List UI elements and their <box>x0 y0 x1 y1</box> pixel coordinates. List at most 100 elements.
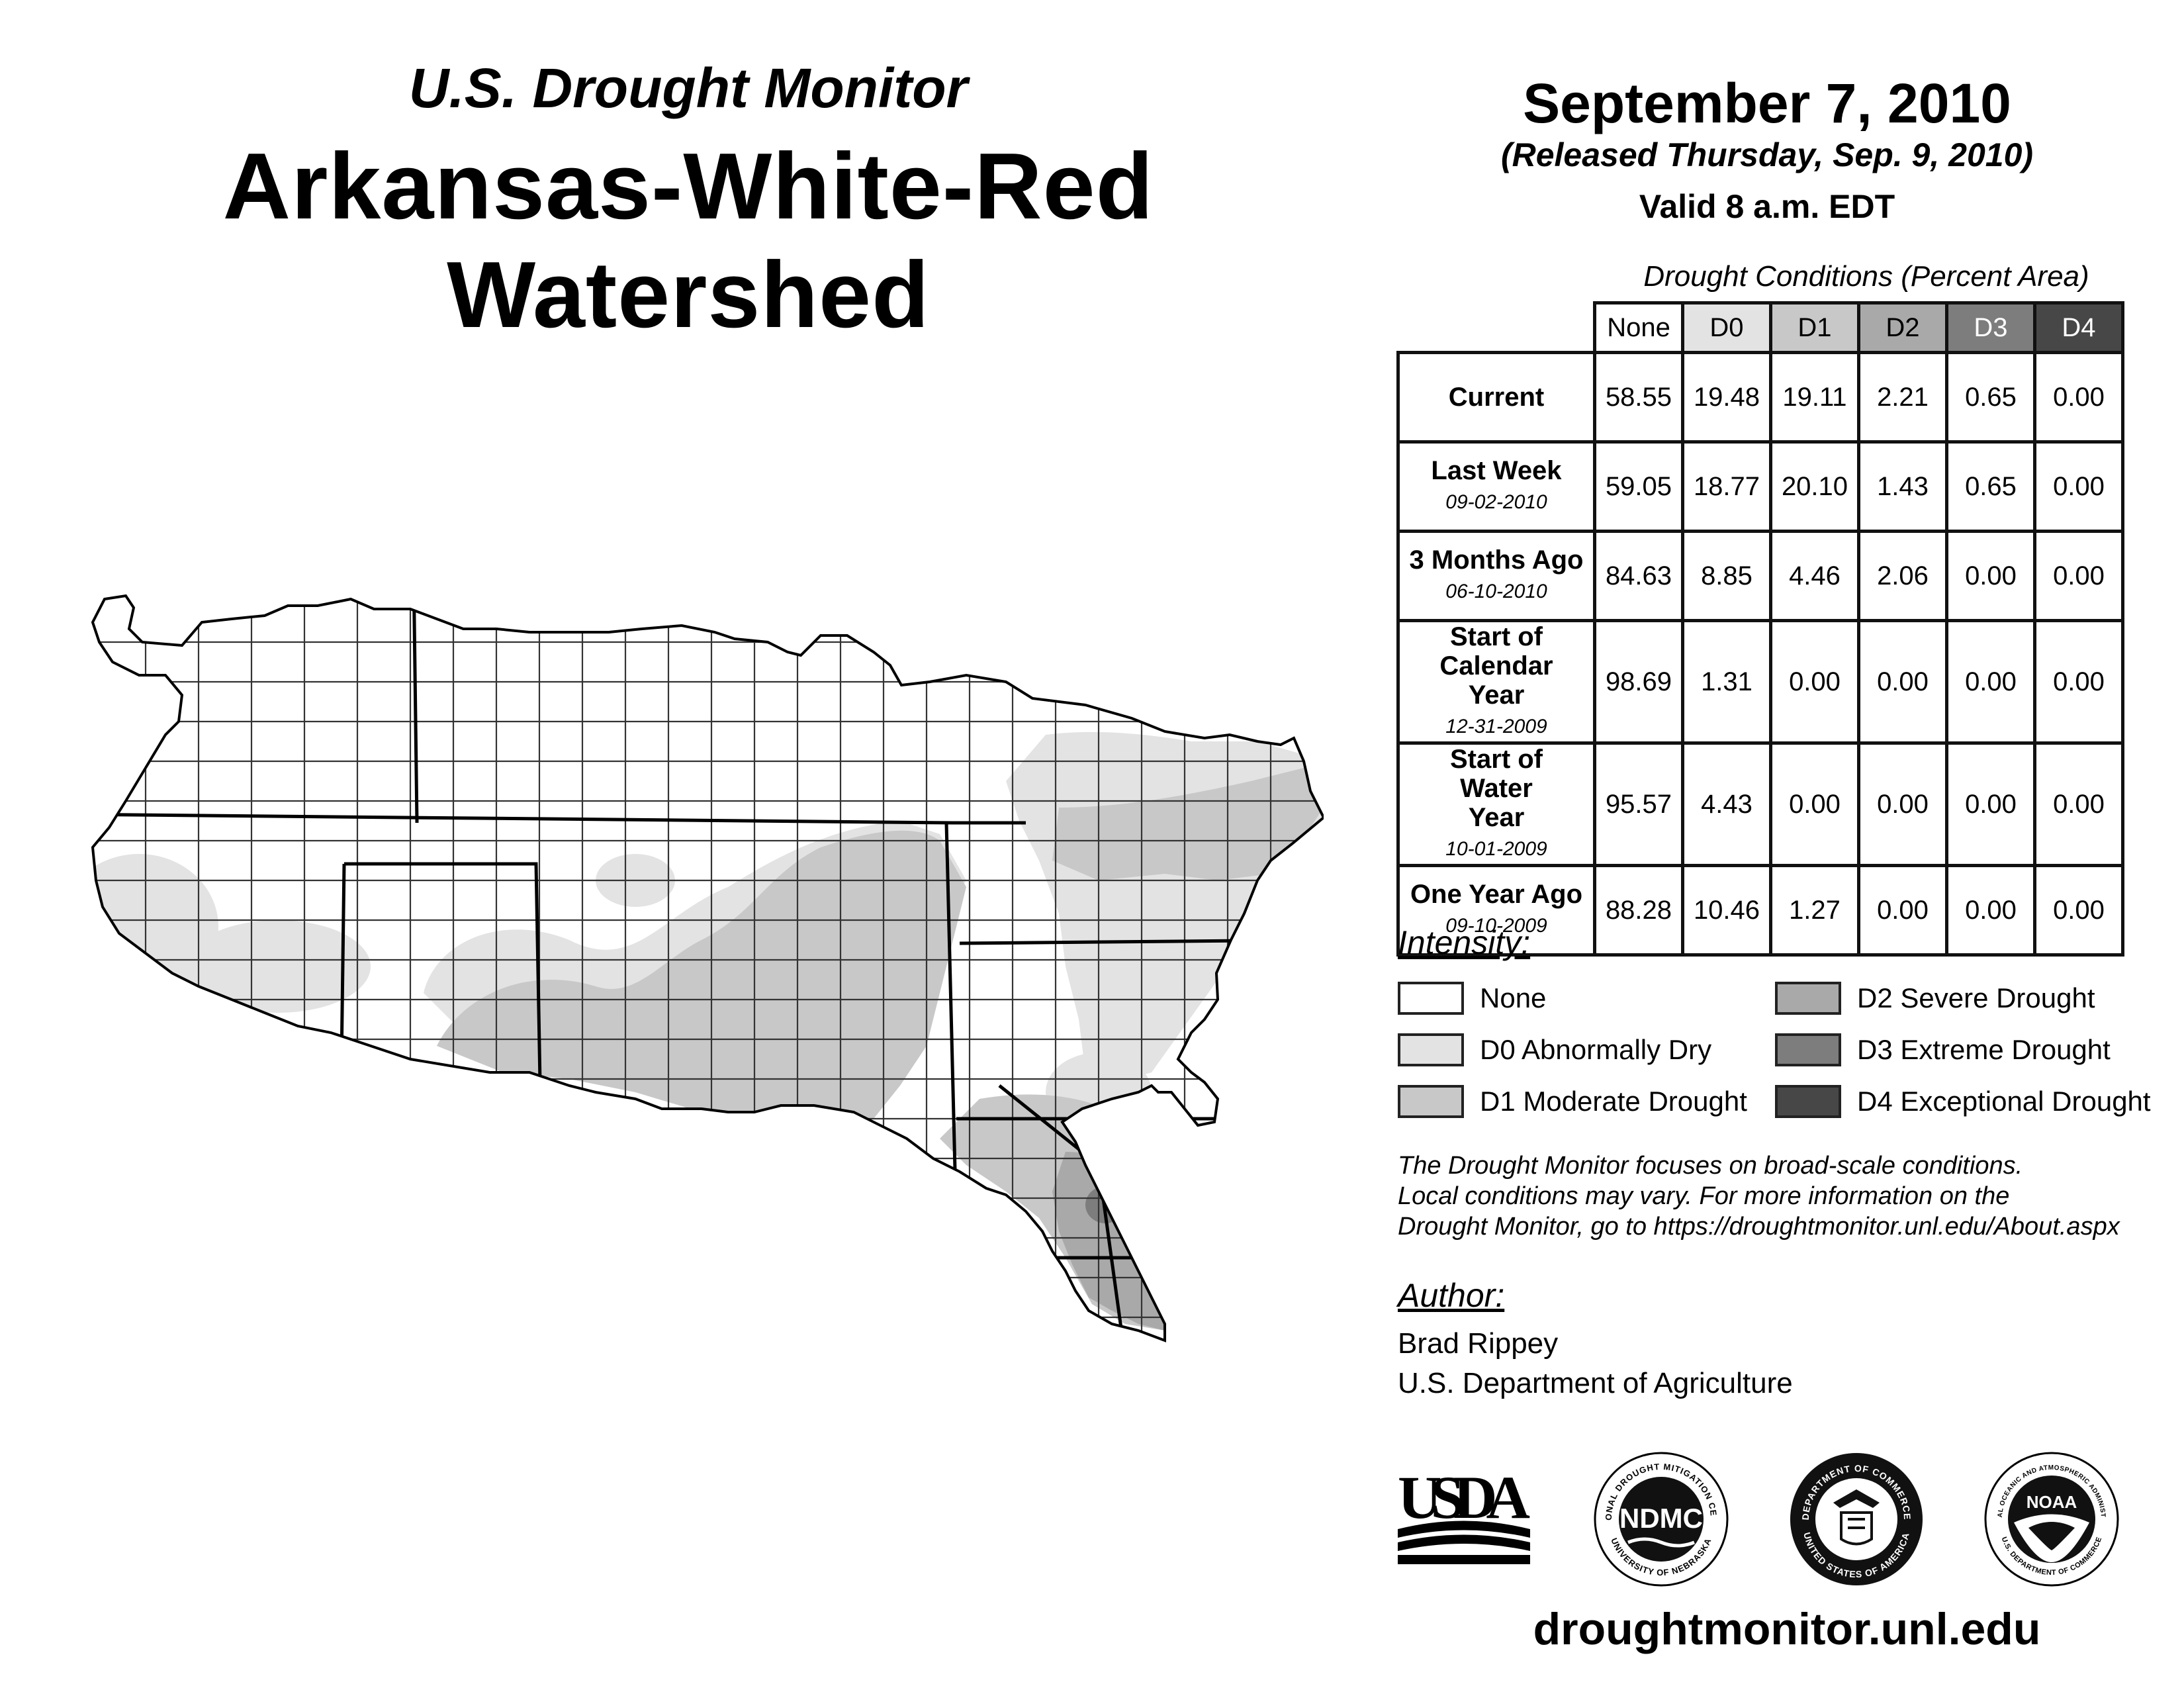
table-cell: 0.00 <box>2033 530 2124 622</box>
table-cell: 98.69 <box>1593 619 1684 745</box>
map-subtitle: U.S. Drought Monitor <box>408 57 968 119</box>
row-label: 3 Months Ago 06-10-2010 <box>1396 530 1596 622</box>
row-label-text: Start of Calendar Year <box>1439 622 1553 710</box>
noaa-logo: NATIONAL OCEANIC AND ATMOSPHERIC ADMINIS… <box>1982 1450 2119 1587</box>
table-cell: 0.00 <box>2033 619 2124 745</box>
table-cell: 0.00 <box>1769 619 1860 745</box>
row-date: 06-10-2010 <box>1445 581 1547 602</box>
col-header-d1: D1 <box>1769 301 1860 354</box>
legend-item-d0: D0 Abnormally Dry <box>1398 1031 1711 1068</box>
table-cell: 1.31 <box>1681 619 1772 745</box>
legend-heading: Intensity: <box>1398 924 1531 961</box>
usda-logo: USDA <box>1398 1466 1530 1564</box>
note-line: The Drought Monitor focuses on broad-sca… <box>1398 1152 2023 1180</box>
table-corner <box>1398 303 1596 354</box>
table-row: 3 Months Ago 06-10-2010 84.63 8.85 4.46 2… <box>1396 530 2124 622</box>
release-date: (Released Thursday, Sep. 9, 2010) <box>1500 136 2034 173</box>
legend-swatch <box>1398 1085 1464 1118</box>
legend-item-d3: D3 Extreme Drought <box>1775 1031 2111 1068</box>
row-label: Start of Calendar Year 12-31-2009 <box>1396 619 1596 745</box>
col-header-d2: D2 <box>1857 301 1948 354</box>
legend-swatch <box>1775 1085 1841 1118</box>
table-cell: 19.48 <box>1681 351 1772 444</box>
legend-label: D1 Moderate Drought <box>1480 1086 1747 1117</box>
legend-item-d1: D1 Moderate Drought <box>1398 1083 1747 1120</box>
legend-label: None <box>1480 982 1547 1013</box>
row-date: 10-01-2009 <box>1445 838 1547 860</box>
table-cell: 0.65 <box>1945 440 2036 533</box>
table-row: One Year Ago 09-10-2009 88.28 10.46 1.27 … <box>1396 864 2124 957</box>
ndmc-logo: NATIONAL DROUGHT MITIGATION CENTER UNIVE… <box>1592 1450 1729 1587</box>
table-cell: 4.46 <box>1769 530 1860 622</box>
row-label-text: One Year Ago <box>1410 880 1583 909</box>
map-title: Arkansas-White-Red Watershed <box>222 134 1154 348</box>
watershed-map <box>91 594 1324 1342</box>
table-cell: 0.00 <box>2033 864 2124 957</box>
watershed-border <box>91 594 1324 1342</box>
row-label: Last Week 09-02-2010 <box>1396 440 1596 533</box>
table-cell: 84.63 <box>1593 530 1684 622</box>
row-label-text: Last Week <box>1431 456 1562 485</box>
row-label-text: Current <box>1448 383 1545 412</box>
table-header-row: None D0 D1 D2 D3 D4 <box>1398 301 2124 354</box>
legend-swatch <box>1775 982 1841 1015</box>
valid-time: Valid 8 a.m. EDT <box>1639 188 1895 225</box>
author-heading: Author: <box>1398 1277 1505 1314</box>
legend-item-d4: D4 Exceptional Drought <box>1775 1083 2151 1120</box>
ndmc-wordmark: NDMC <box>1619 1503 1703 1534</box>
note-line: Drought Monitor, go to https://droughtmo… <box>1398 1213 2120 1241</box>
table-cell: 0.00 <box>1945 619 2036 745</box>
legend-swatch <box>1398 1033 1464 1066</box>
table-cell: 0.00 <box>1857 619 1948 745</box>
col-header-d0: D0 <box>1681 301 1772 354</box>
table-cell: 0.00 <box>1945 864 2036 957</box>
disclaimer-note: The Drought Monitor focuses on broad-sca… <box>1398 1150 2179 1242</box>
table-cell: 0.00 <box>2033 741 2124 867</box>
legend-item-d2: D2 Severe Drought <box>1775 980 2095 1017</box>
noaa-wordmark: NOAA <box>2026 1492 2077 1512</box>
table-cell: 0.00 <box>2033 351 2124 444</box>
table-cell: 2.21 <box>1857 351 1948 444</box>
row-date: 09-02-2010 <box>1445 491 1547 513</box>
table-cell: 0.65 <box>1945 351 2036 444</box>
row-date: 12-31-2009 <box>1445 716 1547 737</box>
col-header-d4: D4 <box>2033 301 2124 354</box>
table-cell: 1.43 <box>1857 440 1948 533</box>
table-cell: 58.55 <box>1593 351 1684 444</box>
footer-url[interactable]: droughtmonitor.unl.edu <box>1533 1604 2041 1654</box>
table-row: Last Week 09-02-2010 59.05 18.77 20.10 1.… <box>1396 440 2124 533</box>
drought-conditions-table: None D0 D1 D2 D3 D4 Current 58.55 19.48 … <box>1396 301 2124 957</box>
table-cell: 95.57 <box>1593 741 1684 867</box>
col-header-none: None <box>1593 301 1684 354</box>
row-label: Current <box>1396 351 1596 444</box>
map-date: September 7, 2010 <box>1523 72 2011 134</box>
table-cell: 0.00 <box>1945 530 2036 622</box>
legend-swatch <box>1398 982 1464 1015</box>
department-of-commerce-seal: DEPARTMENT OF COMMERCE UNITED STATES OF … <box>1790 1453 1923 1585</box>
table-cell: 2.06 <box>1857 530 1948 622</box>
author-organization: U.S. Department of Agriculture <box>1398 1367 1793 1399</box>
table-cell: 10.46 <box>1681 864 1772 957</box>
legend-swatch <box>1775 1033 1841 1066</box>
table-cell: 1.27 <box>1769 864 1860 957</box>
table-cell: 18.77 <box>1681 440 1772 533</box>
col-header-d3: D3 <box>1945 301 2036 354</box>
table-cell: 4.43 <box>1681 741 1772 867</box>
table-row: Start of Water Year 10-01-2009 95.57 4.43… <box>1396 741 2124 867</box>
table-cell: 0.00 <box>1945 741 2036 867</box>
row-label: Start of Water Year 10-01-2009 <box>1396 741 1596 867</box>
row-label-text: Start of Water Year <box>1450 745 1543 832</box>
author-name: Brad Rippey <box>1398 1327 1559 1360</box>
d1-area <box>437 768 1324 1331</box>
table-cell: 0.00 <box>1857 864 1948 957</box>
note-line: Local conditions may vary. For more info… <box>1398 1182 2010 1210</box>
table-cell: 0.00 <box>1769 741 1860 867</box>
legend-label: D0 Abnormally Dry <box>1480 1034 1712 1065</box>
table-cell: 20.10 <box>1769 440 1860 533</box>
table-caption: Drought Conditions (Percent Area) <box>1643 260 2089 293</box>
table-cell: 8.85 <box>1681 530 1772 622</box>
table-row: Start of Calendar Year 12-31-2009 98.69 1… <box>1396 619 2124 745</box>
table-cell: 88.28 <box>1593 864 1684 957</box>
eagle-icon <box>1833 1489 1880 1508</box>
usda-wordmark: USDA <box>1398 1466 1530 1531</box>
